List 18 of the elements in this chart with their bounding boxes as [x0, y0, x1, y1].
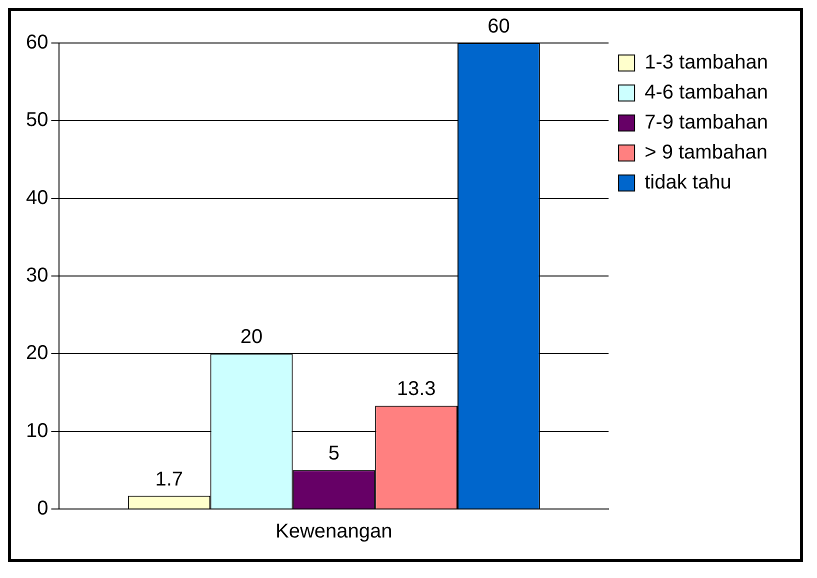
y-tick-label: 20 [26, 342, 48, 364]
y-tick-label: 50 [26, 109, 48, 132]
x-tick-label: Kewenangan [276, 520, 392, 543]
data-label: 5 [328, 442, 340, 465]
y-tick-label: 10 [26, 420, 48, 442]
y-tick-label: 30 [26, 264, 48, 287]
y-tick-label: 40 [26, 186, 48, 209]
legend-label: 1-3 tambahan [644, 52, 768, 74]
data-label: 60 [488, 16, 510, 38]
data-label: 20 [240, 326, 263, 348]
legend-label: 4-6 tambahan [644, 82, 768, 104]
data-label: 13.3 [396, 378, 436, 400]
y-tick-label: 60 [26, 32, 48, 54]
y-tick-label: 0 [37, 498, 48, 520]
legend-label: tidak tahu [644, 172, 732, 194]
legend-label: > 9 tambahan [644, 142, 768, 164]
legend-label: 7-9 tambahan [644, 112, 768, 134]
data-label: 1.7 [155, 468, 184, 490]
